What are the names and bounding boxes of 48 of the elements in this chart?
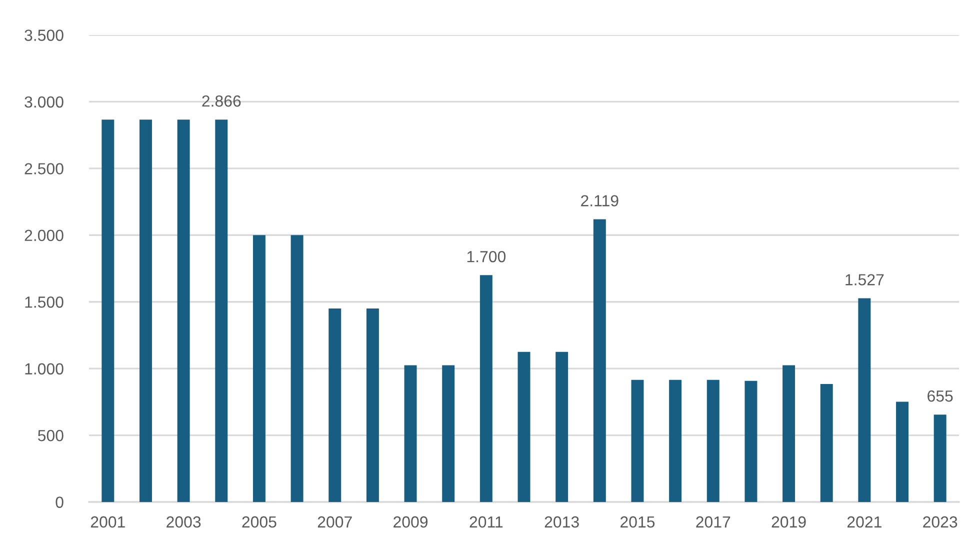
bar [669, 380, 682, 502]
data-label: 2.119 [581, 195, 618, 206]
bar [480, 275, 492, 502]
bar [140, 120, 152, 502]
x-tick-label: 2001 [90, 516, 125, 528]
bar [328, 308, 342, 502]
x-tick-label: 2017 [696, 516, 730, 528]
x-tick-label: 2021 [847, 516, 882, 528]
bar [631, 380, 644, 502]
x-tick-label: 2015 [620, 516, 655, 528]
bar [934, 414, 946, 502]
bar [593, 219, 606, 502]
bar [442, 365, 455, 502]
bar [706, 380, 720, 502]
data-label: 1.700 [467, 250, 506, 262]
y-tick-label: 3.500 [24, 30, 64, 41]
bar [896, 402, 908, 502]
bar [177, 120, 190, 502]
y-tick-label: 500 [38, 430, 64, 442]
x-tick-label: 2007 [318, 516, 352, 528]
bar [556, 352, 568, 502]
y-tick-label: 0 [56, 496, 64, 508]
y-tick-label: 1.500 [25, 296, 64, 308]
bar [290, 235, 304, 502]
x-tick-label: 2019 [772, 516, 806, 528]
x-tick-label: 2023 [923, 516, 958, 528]
bar [366, 308, 379, 502]
bar [820, 384, 833, 502]
data-label: 1.527 [846, 274, 884, 286]
bar [782, 365, 796, 502]
bar [404, 365, 417, 502]
y-tick-label: 2.500 [24, 163, 64, 174]
y-tick-label: 3.000 [24, 96, 64, 108]
bar [518, 352, 530, 502]
bar [215, 120, 228, 502]
y-tick-label: 1.000 [25, 363, 64, 375]
bar [744, 380, 758, 502]
bar [858, 298, 871, 502]
x-tick-label: 2005 [242, 516, 276, 528]
x-tick-label: 2003 [166, 516, 201, 528]
x-tick-label: 2009 [394, 516, 428, 528]
bar [102, 120, 114, 502]
y-tick-label: 2.000 [24, 230, 64, 242]
data-label: 655 [928, 390, 953, 402]
data-label: 2.866 [202, 95, 241, 107]
bar [252, 235, 266, 502]
x-tick-label: 2013 [544, 516, 579, 528]
x-tick-label: 2011 [470, 516, 503, 528]
